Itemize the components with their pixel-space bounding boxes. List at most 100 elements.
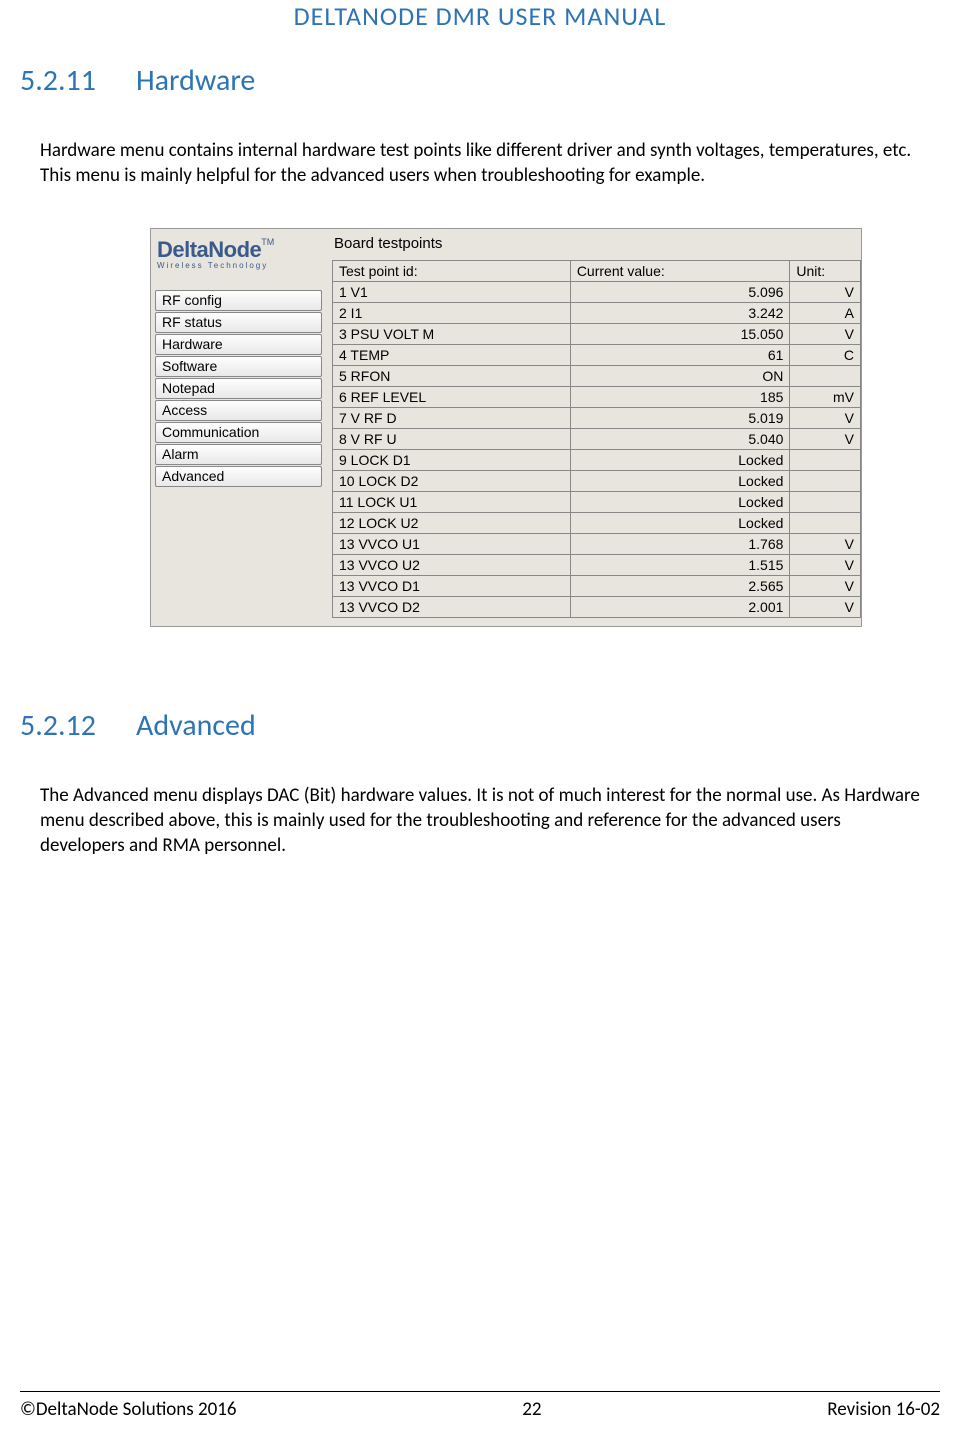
cell-unit: C <box>790 345 861 366</box>
cell-id: 12 LOCK U2 <box>333 513 571 534</box>
table-header-unit: Unit: <box>790 261 861 282</box>
cell-unit <box>790 471 861 492</box>
section-body-hardware: Hardware menu contains internal hardware… <box>40 139 920 188</box>
cell-unit <box>790 513 861 534</box>
cell-id: 4 TEMP <box>333 345 571 366</box>
nav-button-notepad[interactable]: Notepad <box>155 378 322 399</box>
nav-button-hardware[interactable]: Hardware <box>155 334 322 355</box>
cell-id: 8 V RF U <box>333 429 571 450</box>
cell-id: 2 I1 <box>333 303 571 324</box>
cell-unit: V <box>790 408 861 429</box>
nav-button-rf-config[interactable]: RF config <box>155 290 322 311</box>
cell-unit <box>790 492 861 513</box>
cell-value: 61 <box>570 345 790 366</box>
cell-value: 1.515 <box>570 555 790 576</box>
cell-id: 5 RFON <box>333 366 571 387</box>
cell-unit: V <box>790 429 861 450</box>
nav-button-software[interactable]: Software <box>155 356 322 377</box>
cell-unit: V <box>790 534 861 555</box>
cell-id: 13 VVCO D2 <box>333 597 571 618</box>
cell-value: 185 <box>570 387 790 408</box>
cell-unit: V <box>790 282 861 303</box>
cell-value: 3.242 <box>570 303 790 324</box>
logo-text: DeltaNode <box>157 237 261 262</box>
cell-unit: V <box>790 576 861 597</box>
table-row: 13 VVCO U21.515V <box>333 555 861 576</box>
table-row: 13 VVCO U11.768V <box>333 534 861 555</box>
cell-value: ON <box>570 366 790 387</box>
table-row: 9 LOCK D1Locked <box>333 450 861 471</box>
footer-left: ©DeltaNode Solutions 2016 <box>20 1398 237 1421</box>
page-footer: ©DeltaNode Solutions 2016 22 Revision 16… <box>20 1391 940 1421</box>
cell-unit: mV <box>790 387 861 408</box>
testpoints-table: Test point id: Current value: Unit: 1 V1… <box>332 260 861 618</box>
table-row: 11 LOCK U1Locked <box>333 492 861 513</box>
footer-center: 22 <box>522 1398 541 1421</box>
table-row: 13 VVCO D12.565V <box>333 576 861 597</box>
table-row: 1 V15.096V <box>333 282 861 303</box>
cell-id: 7 V RF D <box>333 408 571 429</box>
cell-id: 3 PSU VOLT M <box>333 324 571 345</box>
cell-unit: V <box>790 555 861 576</box>
table-row: 5 RFONON <box>333 366 861 387</box>
cell-value: 2.001 <box>570 597 790 618</box>
section-heading-hardware: 5.2.11 Hardware <box>20 62 940 99</box>
cell-id: 6 REF LEVEL <box>333 387 571 408</box>
section-heading-advanced: 5.2.12 Advanced <box>20 707 940 744</box>
cell-unit: A <box>790 303 861 324</box>
cell-value: 5.019 <box>570 408 790 429</box>
screenshot-hardware: DeltaNodeTM Wireless Technology RF confi… <box>150 228 862 627</box>
cell-unit: V <box>790 324 861 345</box>
table-row: 7 V RF D5.019V <box>333 408 861 429</box>
logo-tm: TM <box>261 237 274 247</box>
table-row: 4 TEMP61C <box>333 345 861 366</box>
cell-unit: V <box>790 597 861 618</box>
cell-id: 13 VVCO U1 <box>333 534 571 555</box>
cell-value: 5.096 <box>570 282 790 303</box>
table-header-id: Test point id: <box>333 261 571 282</box>
cell-id: 11 LOCK U1 <box>333 492 571 513</box>
logo: DeltaNodeTM Wireless Technology <box>151 229 326 290</box>
cell-value: Locked <box>570 492 790 513</box>
nav-button-alarm[interactable]: Alarm <box>155 444 322 465</box>
nav-button-rf-status[interactable]: RF status <box>155 312 322 333</box>
cell-unit <box>790 366 861 387</box>
cell-id: 9 LOCK D1 <box>333 450 571 471</box>
cell-value: Locked <box>570 471 790 492</box>
section-number: 5.2.11 <box>20 62 96 99</box>
section-title: Hardware <box>136 62 255 99</box>
table-row: 6 REF LEVEL185mV <box>333 387 861 408</box>
nav-button-advanced[interactable]: Advanced <box>155 466 322 487</box>
cell-value: Locked <box>570 513 790 534</box>
table-header-value: Current value: <box>570 261 790 282</box>
cell-id: 1 V1 <box>333 282 571 303</box>
footer-right: Revision 16-02 <box>827 1398 940 1421</box>
screenshot-main: Board testpoints Test point id: Current … <box>326 229 861 626</box>
logo-subtitle: Wireless Technology <box>157 261 322 270</box>
cell-id: 10 LOCK D2 <box>333 471 571 492</box>
nav-button-communication[interactable]: Communication <box>155 422 322 443</box>
section-number: 5.2.12 <box>20 707 96 744</box>
cell-value: 2.565 <box>570 576 790 597</box>
cell-value: Locked <box>570 450 790 471</box>
nav-button-list: RF configRF statusHardwareSoftwareNotepa… <box>151 290 326 487</box>
table-header-row: Test point id: Current value: Unit: <box>333 261 861 282</box>
cell-id: 13 VVCO U2 <box>333 555 571 576</box>
table-row: 10 LOCK D2Locked <box>333 471 861 492</box>
table-row: 13 VVCO D22.001V <box>333 597 861 618</box>
nav-button-access[interactable]: Access <box>155 400 322 421</box>
screenshot-sidebar: DeltaNodeTM Wireless Technology RF confi… <box>151 229 326 626</box>
cell-value: 5.040 <box>570 429 790 450</box>
section-body-advanced: The Advanced menu displays DAC (Bit) har… <box>40 784 920 858</box>
panel-title: Board testpoints <box>332 235 861 252</box>
document-title: DELTANODE DMR USER MANUAL <box>20 0 940 32</box>
table-row: 3 PSU VOLT M15.050V <box>333 324 861 345</box>
cell-value: 15.050 <box>570 324 790 345</box>
cell-value: 1.768 <box>570 534 790 555</box>
table-row: 2 I13.242A <box>333 303 861 324</box>
table-row: 8 V RF U5.040V <box>333 429 861 450</box>
section-title: Advanced <box>136 707 256 744</box>
cell-id: 13 VVCO D1 <box>333 576 571 597</box>
table-row: 12 LOCK U2Locked <box>333 513 861 534</box>
cell-unit <box>790 450 861 471</box>
